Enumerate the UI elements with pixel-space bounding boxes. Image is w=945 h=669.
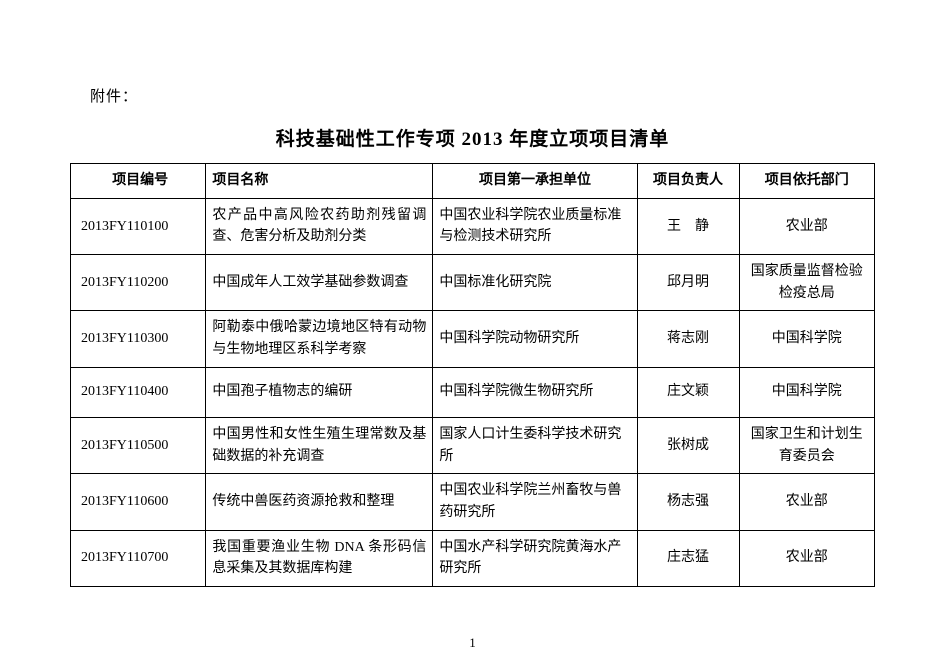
cell-name: 我国重要渔业生物 DNA 条形码信息采集及其数据库构建 xyxy=(206,530,433,586)
cell-id: 2013FY110200 xyxy=(71,255,206,311)
cell-unit: 中国农业科学院农业质量标准与检测技术研究所 xyxy=(433,198,637,254)
cell-person: 王 静 xyxy=(637,198,739,254)
cell-dept: 农业部 xyxy=(739,198,874,254)
cell-person: 蒋志刚 xyxy=(637,311,739,367)
cell-unit: 中国水产科学研究院黄海水产研究所 xyxy=(433,530,637,586)
table-header-row: 项目编号 项目名称 项目第一承担单位 项目负责人 项目依托部门 xyxy=(71,164,875,199)
cell-name: 中国男性和女性生殖生理常数及基础数据的补充调查 xyxy=(206,417,433,473)
cell-dept: 中国科学院 xyxy=(739,367,874,417)
table-row: 2013FY110200 中国成年人工效学基础参数调查 中国标准化研究院 邱月明… xyxy=(71,255,875,311)
cell-unit: 国家人口计生委科学技术研究所 xyxy=(433,417,637,473)
cell-name: 中国孢子植物志的编研 xyxy=(206,367,433,417)
cell-id: 2013FY110100 xyxy=(71,198,206,254)
document-title: 科技基础性工作专项 2013 年度立项项目清单 xyxy=(70,124,875,151)
col-header-person: 项目负责人 xyxy=(637,164,739,199)
cell-dept: 中国科学院 xyxy=(739,311,874,367)
cell-dept: 国家质量监督检验检疫总局 xyxy=(739,255,874,311)
cell-unit: 中国科学院动物研究所 xyxy=(433,311,637,367)
col-header-id: 项目编号 xyxy=(71,164,206,199)
page-number: 1 xyxy=(0,635,945,651)
cell-dept: 农业部 xyxy=(739,474,874,530)
cell-unit: 中国农业科学院兰州畜牧与兽药研究所 xyxy=(433,474,637,530)
cell-id: 2013FY110700 xyxy=(71,530,206,586)
cell-dept: 农业部 xyxy=(739,530,874,586)
cell-id: 2013FY110400 xyxy=(71,367,206,417)
cell-id: 2013FY110600 xyxy=(71,474,206,530)
cell-person: 庄志猛 xyxy=(637,530,739,586)
col-header-name: 项目名称 xyxy=(206,164,433,199)
cell-name: 农产品中高风险农药助剂残留调查、危害分析及助剂分类 xyxy=(206,198,433,254)
table-row: 2013FY110400 中国孢子植物志的编研 中国科学院微生物研究所 庄文颖 … xyxy=(71,367,875,417)
table-row: 2013FY110700 我国重要渔业生物 DNA 条形码信息采集及其数据库构建… xyxy=(71,530,875,586)
cell-name: 传统中兽医药资源抢救和整理 xyxy=(206,474,433,530)
col-header-dept: 项目依托部门 xyxy=(739,164,874,199)
cell-dept: 国家卫生和计划生育委员会 xyxy=(739,417,874,473)
table-row: 2013FY110500 中国男性和女性生殖生理常数及基础数据的补充调查 国家人… xyxy=(71,417,875,473)
table-row: 2013FY110300 阿勒泰中俄哈蒙边境地区特有动物与生物地理区系科学考察 … xyxy=(71,311,875,367)
cell-person: 杨志强 xyxy=(637,474,739,530)
project-table: 项目编号 项目名称 项目第一承担单位 项目负责人 项目依托部门 2013FY11… xyxy=(70,163,875,587)
cell-name: 中国成年人工效学基础参数调查 xyxy=(206,255,433,311)
cell-unit: 中国科学院微生物研究所 xyxy=(433,367,637,417)
cell-person: 邱月明 xyxy=(637,255,739,311)
cell-name: 阿勒泰中俄哈蒙边境地区特有动物与生物地理区系科学考察 xyxy=(206,311,433,367)
cell-person: 庄文颖 xyxy=(637,367,739,417)
cell-id: 2013FY110300 xyxy=(71,311,206,367)
cell-person: 张树成 xyxy=(637,417,739,473)
col-header-unit: 项目第一承担单位 xyxy=(433,164,637,199)
table-row: 2013FY110600 传统中兽医药资源抢救和整理 中国农业科学院兰州畜牧与兽… xyxy=(71,474,875,530)
cell-id: 2013FY110500 xyxy=(71,417,206,473)
cell-unit: 中国标准化研究院 xyxy=(433,255,637,311)
attachment-label: 附件： xyxy=(90,85,875,106)
table-row: 2013FY110100 农产品中高风险农药助剂残留调查、危害分析及助剂分类 中… xyxy=(71,198,875,254)
